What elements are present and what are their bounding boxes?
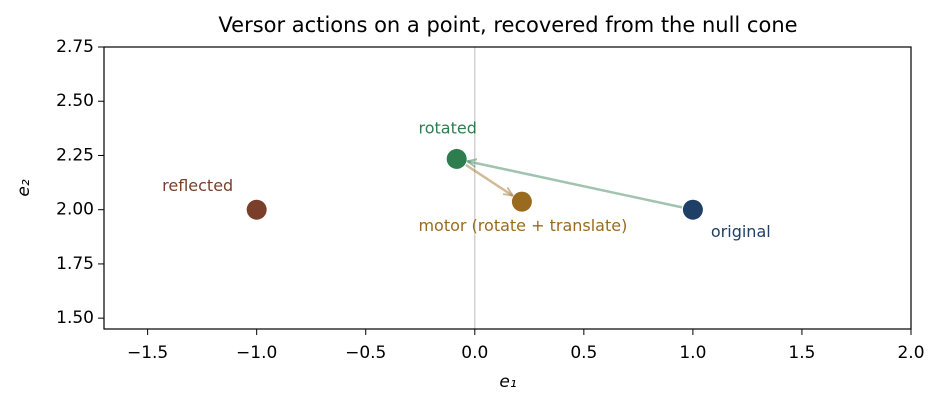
y-axis-label: e₂ (14, 179, 34, 196)
plot-frame (103, 46, 912, 330)
point-label: original (711, 222, 771, 241)
chart-title: Versor actions on a point, recovered fro… (218, 13, 797, 37)
x-axis-label: e₁ (499, 372, 516, 392)
point (446, 148, 467, 169)
arrow (467, 161, 683, 209)
x-tick-label: 1.0 (679, 343, 706, 363)
x-tick-label: −1.0 (236, 343, 277, 363)
point-label: reflected (162, 176, 233, 195)
point (246, 199, 267, 220)
point (682, 199, 703, 220)
y-tick-label: 2.75 (56, 37, 94, 57)
y-tick-label: 2.50 (56, 91, 94, 111)
y-tick-label: 2.00 (56, 200, 94, 220)
x-tick-label: 2.0 (897, 343, 924, 363)
point-label: rotated (418, 118, 476, 137)
y-tick-label: 2.25 (56, 145, 94, 165)
x-tick-label: 1.5 (788, 343, 815, 363)
x-tick-label: −0.5 (345, 343, 386, 363)
x-tick-label: 0.5 (570, 343, 597, 363)
y-tick-label: 1.50 (56, 308, 94, 328)
y-tick-label: 1.75 (56, 254, 94, 274)
x-tick-label: −1.5 (127, 343, 168, 363)
arrow (465, 163, 513, 196)
x-tick-label: 0.0 (461, 343, 488, 363)
point-label: motor (rotate + translate) (418, 216, 627, 235)
point (511, 191, 532, 212)
